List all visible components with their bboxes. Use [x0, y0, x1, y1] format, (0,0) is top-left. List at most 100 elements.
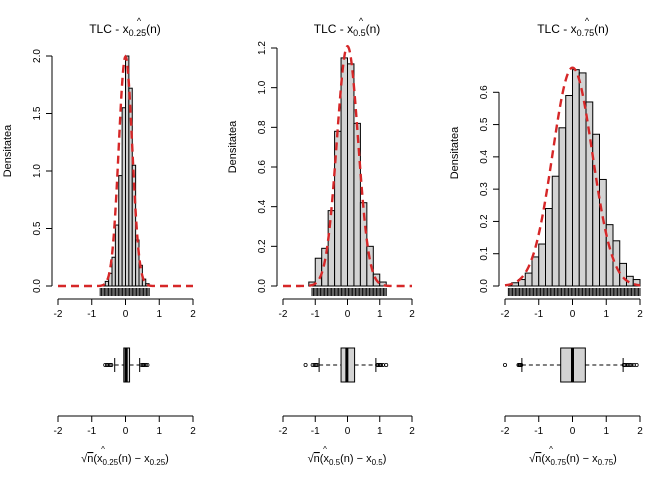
x-tick-label: -2 — [501, 309, 510, 320]
x-axis-label-hat: ^ — [549, 445, 553, 454]
x-axis-label-hat: ^ — [101, 445, 105, 454]
panel-title: TLC - x0.75(n) — [537, 22, 609, 38]
boxplot-outlier — [109, 362, 114, 367]
histogram-bar — [565, 95, 573, 287]
x-tick-label: -2 — [54, 309, 63, 320]
histogram-bar — [572, 69, 580, 287]
x-axis-label: √n(x0.25(n) − x0.25) — [81, 453, 169, 467]
x-tick-label: -1 — [87, 309, 96, 320]
histogram-bar — [340, 57, 348, 287]
boxplot-outlier — [106, 362, 111, 367]
x-tick-label: 0 — [570, 426, 576, 437]
y-tick-label: 1.0 — [257, 80, 268, 94]
y-tick-label: 0.1 — [479, 246, 490, 260]
boxplot-outlier — [379, 362, 384, 367]
boxplot-outlier — [312, 362, 317, 367]
x-tick-label: 1 — [603, 309, 609, 320]
x-tick-label: -1 — [311, 309, 320, 320]
y-tick-label: 0.5 — [32, 221, 43, 235]
x-tick-label: 2 — [637, 426, 643, 437]
panel-2: TLC - x0.5(n) ^ Densitatea √n(x0.5(n) − … — [227, 16, 415, 467]
y-tick-label: 0.5 — [479, 117, 490, 131]
boxplot-outlier — [145, 362, 150, 367]
boxplot-outlier — [139, 362, 144, 367]
y-tick-label: 0.0 — [257, 279, 268, 293]
x-tick-label: 0 — [345, 426, 351, 437]
x-tick-label: -2 — [279, 426, 288, 437]
boxplot-outlier — [143, 362, 148, 367]
x-tick-label: -2 — [279, 309, 288, 320]
x-tick-label: 1 — [377, 426, 383, 437]
histogram-bar — [125, 55, 130, 287]
y-axis-label: Densitatea — [2, 124, 14, 177]
x-tick-label: -1 — [87, 426, 96, 437]
histogram-bar — [104, 280, 110, 287]
histogram-bar — [558, 127, 567, 287]
y-tick-label: 1.5 — [32, 106, 43, 120]
histogram-bar — [379, 281, 387, 287]
x-tick-label: 2 — [637, 309, 643, 320]
boxplot-outlier — [313, 362, 318, 367]
histogram-bar — [314, 257, 323, 287]
boxplot-outlier — [629, 362, 634, 367]
normal-density-curve — [283, 44, 412, 288]
x-tick-label: 0 — [123, 426, 129, 437]
histogram-bar — [531, 256, 540, 287]
histogram-bar — [121, 107, 126, 287]
y-axis-label: Densitatea — [227, 120, 239, 173]
x-tick-label: 2 — [190, 309, 196, 320]
x-tick-label: 2 — [190, 426, 196, 437]
normal-density-curve — [504, 66, 641, 287]
y-tick-label: 0.0 — [479, 279, 490, 293]
histogram-bar — [334, 130, 342, 287]
y-tick-label: 2.0 — [32, 49, 43, 63]
histogram-bar — [619, 262, 627, 287]
x-tick-label: 1 — [156, 309, 162, 320]
y-tick-label: 0.6 — [479, 85, 490, 99]
boxplot-outlier — [315, 362, 320, 367]
y-tick-label: 1.0 — [32, 164, 43, 178]
panel-title-hat: ^ — [585, 16, 590, 26]
histogram-bar — [612, 240, 621, 287]
histogram-bar — [118, 175, 123, 287]
y-axis-label: Densitatea — [449, 126, 461, 179]
boxplot-outlier — [303, 362, 308, 367]
histogram-bar — [632, 279, 641, 287]
boxplot-outlier — [375, 362, 380, 367]
histogram-bar — [111, 256, 116, 287]
x-axis-label-hat: ^ — [323, 445, 327, 454]
boxplot-outlier — [631, 362, 636, 367]
y-tick-label: 0.2 — [479, 214, 490, 228]
normal-density-curve — [58, 54, 193, 288]
x-tick-label: 1 — [156, 426, 162, 437]
x-tick-label: -1 — [534, 426, 543, 437]
y-tick-label: 0.0 — [32, 279, 43, 293]
x-tick-label: -1 — [534, 309, 543, 320]
x-tick-label: -2 — [54, 426, 63, 437]
x-tick-label: 2 — [409, 309, 415, 320]
boxplot-outlier — [502, 362, 507, 367]
y-tick-label: 0.2 — [257, 239, 268, 253]
y-tick-label: 0.4 — [257, 199, 268, 213]
histogram-bar — [545, 208, 553, 287]
y-tick-label: 0.6 — [257, 160, 268, 174]
panel-title-hat: ^ — [137, 16, 142, 26]
x-tick-label: 0 — [570, 309, 576, 320]
x-axis-label: √n(x0.5(n) − x0.5) — [308, 453, 387, 467]
x-tick-label: 0 — [123, 309, 129, 320]
histogram-bar — [135, 239, 140, 287]
y-tick-label: 0.4 — [479, 149, 490, 163]
x-tick-label: -1 — [311, 426, 320, 437]
x-tick-label: -2 — [501, 426, 510, 437]
x-tick-label: 1 — [603, 426, 609, 437]
panel-title: TLC - x0.5(n) — [314, 22, 381, 38]
boxplot-outlier — [519, 362, 524, 367]
x-tick-label: 2 — [409, 426, 415, 437]
panel-1: TLC - x0.25(n) ^ Densitatea √n(x0.25(n) … — [2, 16, 196, 467]
histogram-bar — [114, 224, 120, 287]
boxplot-outlier — [376, 362, 381, 367]
x-axis-label: √n(x0.75(n) − x0.75) — [529, 453, 617, 467]
boxplot-outlier — [384, 362, 389, 367]
panel-title-hat: ^ — [359, 16, 364, 26]
